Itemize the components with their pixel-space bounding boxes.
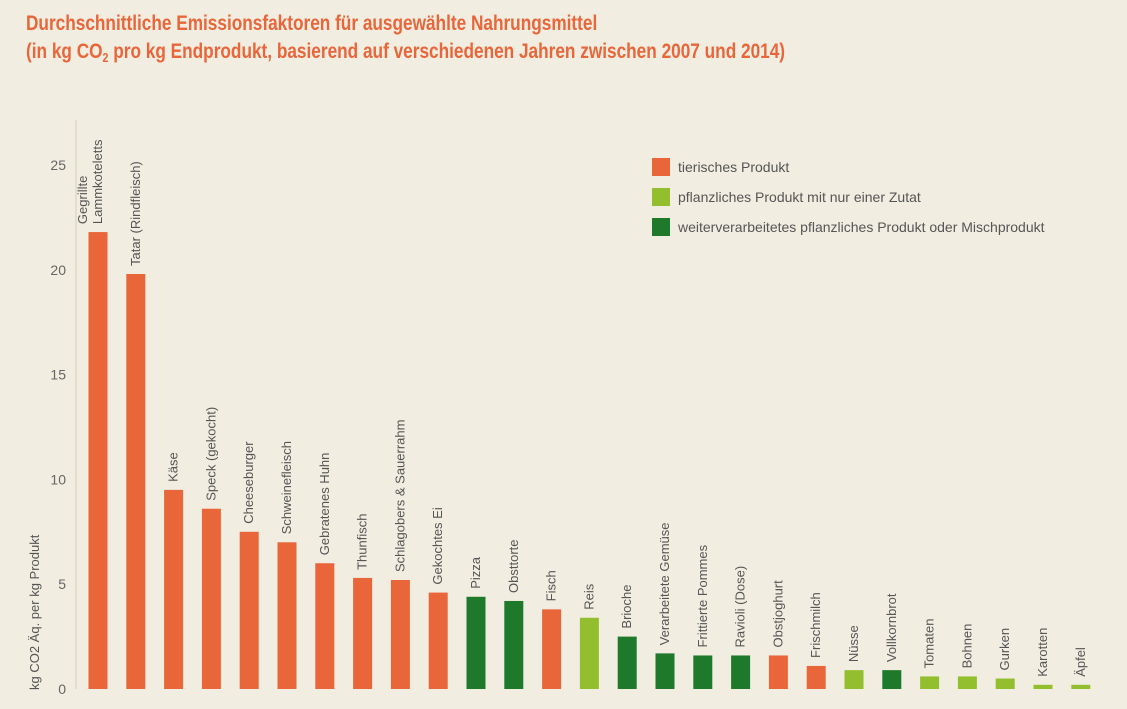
category-label: Gekochtes Ei: [430, 507, 445, 584]
category-label: Verarbeitete Gemüse: [657, 523, 672, 646]
category-label: Tomaten: [922, 619, 937, 669]
chart-title: Durchschnittliche Emissionsfaktoren für …: [26, 10, 785, 72]
bar: [428, 592, 448, 689]
bar: [806, 665, 826, 689]
category-label: Karotten: [1035, 628, 1050, 677]
bar: [617, 636, 637, 689]
category-label: Bohnen: [959, 624, 974, 669]
bar: [768, 655, 788, 689]
bar: [353, 577, 373, 689]
category-label: Reis: [581, 583, 596, 610]
category-label: Frischmilch: [808, 592, 823, 658]
bar: [466, 596, 486, 689]
bar: [126, 273, 146, 689]
bar: [1033, 684, 1053, 689]
y-tick-label: 20: [50, 262, 66, 278]
category-label: Cheeseburger: [241, 441, 256, 524]
legend-label: pflanzliches Produkt mit nur einer Zutat: [678, 189, 921, 205]
bar: [731, 655, 751, 689]
category-label: Speck (gekocht): [203, 407, 218, 501]
category-label: Schweinefleisch: [279, 441, 294, 534]
title-line-1: Durchschnittliche Emissionsfaktoren für …: [26, 12, 598, 35]
category-label: Obsttorte: [506, 539, 521, 592]
bar: [844, 670, 864, 689]
category-label: Pizza: [468, 556, 483, 589]
category-label: Brioche: [619, 585, 634, 629]
legend-label: tierisches Produkt: [678, 159, 789, 175]
bar: [882, 670, 902, 689]
bar: [995, 678, 1015, 689]
title-line-2-post: pro kg Endprodukt, basierend auf verschi…: [108, 40, 786, 63]
category-label: Thunfisch: [355, 514, 370, 570]
category-label: Vollkornbrot: [884, 593, 899, 662]
bar: [920, 676, 940, 689]
bar: [693, 655, 713, 689]
legend-swatch: [652, 188, 670, 206]
bar: [239, 531, 259, 689]
category-label: Frittierte Pommes: [695, 544, 710, 647]
title-line-2: (in kg CO2 pro kg Endprodukt, basierend …: [26, 38, 785, 72]
bar: [1071, 684, 1091, 689]
bar: [277, 542, 297, 689]
bar: [164, 489, 184, 689]
y-axis-label: kg CO2 Äq. per kg Produkt: [27, 534, 42, 690]
bar: [88, 232, 108, 689]
title-line-2-pre: (in kg CO: [26, 40, 103, 63]
category-label: Schlagobers & Sauerrahm: [392, 420, 407, 572]
category-label: Ravioli (Dose): [733, 566, 748, 648]
category-label: Gegrillte: [75, 176, 90, 224]
legend-swatch: [652, 158, 670, 176]
y-tick-label: 25: [50, 157, 66, 173]
legend-swatch: [652, 218, 670, 236]
y-tick-label: 15: [50, 367, 66, 383]
bar: [957, 676, 977, 689]
bar: [201, 508, 221, 689]
category-label: Lammkoteletts: [90, 139, 105, 224]
title-line-2-sub: 2: [102, 50, 109, 65]
bar: [504, 600, 524, 689]
category-label: Tatar (Rindfleisch): [128, 161, 143, 266]
y-tick-label: 5: [58, 576, 66, 592]
category-label: Gebratenes Huhn: [317, 453, 332, 556]
y-tick-label: 0: [58, 681, 66, 697]
category-label: Obstjoghurt: [770, 580, 785, 648]
category-label: Nüsse: [846, 625, 861, 662]
bar: [579, 617, 599, 689]
bar: [390, 580, 410, 689]
bar: [315, 563, 335, 689]
category-label: Fisch: [544, 570, 559, 601]
bar: [655, 653, 675, 689]
bar: [542, 609, 562, 689]
category-label: Äpfel: [1073, 647, 1088, 677]
category-label: Gurken: [997, 628, 1012, 671]
y-tick-label: 10: [50, 471, 66, 487]
legend-label: weiterverarbeitetes pflanzliches Produkt…: [677, 219, 1045, 235]
category-label: Käse: [166, 452, 181, 482]
